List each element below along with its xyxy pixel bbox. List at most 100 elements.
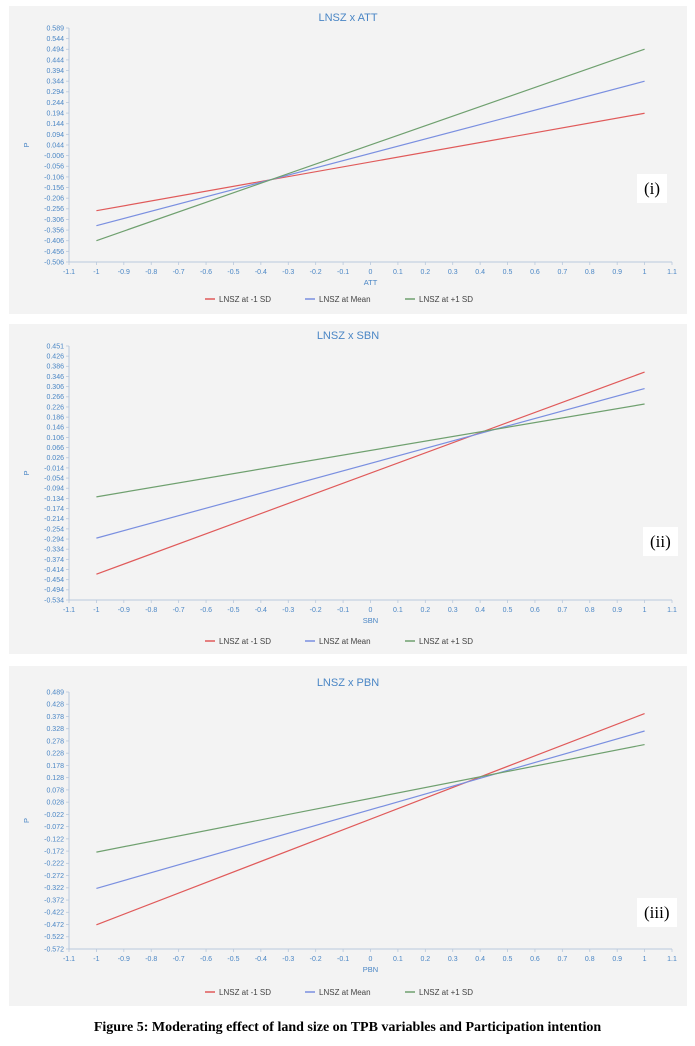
x-tick-label: -0.1 <box>337 269 349 276</box>
x-tick-label: -1.1 <box>63 269 75 276</box>
y-tick-label: -0.372 <box>44 897 64 904</box>
y-tick-label: 0.294 <box>46 89 64 96</box>
x-tick-label: -0.6 <box>200 956 212 963</box>
x-tick-label: -0.3 <box>282 269 294 276</box>
y-tick-label: -0.414 <box>44 567 64 574</box>
y-tick-label: 0.244 <box>46 100 64 107</box>
x-tick-label: 0.2 <box>420 607 430 614</box>
y-tick-label: -0.374 <box>44 557 64 564</box>
x-tick-label: -0.8 <box>145 269 157 276</box>
x-tick-label: -0.2 <box>310 956 322 963</box>
series-line-plus-1-sd <box>96 48 645 242</box>
chart-panel-pbn: LNSZ x PBN 0.489 0.428 0.378 0.328 0.278 0.228… <box>9 666 687 1006</box>
y-tick-label: 0.544 <box>46 36 64 43</box>
chart-panel-att: LNSZ x ATT 0.589 0.544 0.494 0.444 0.394 0.344… <box>9 6 687 314</box>
y-tick-label: 0.026 <box>46 455 64 462</box>
chart-title: LNSZ x PBN <box>317 677 379 689</box>
y-tick-label: 0.144 <box>46 121 64 128</box>
chart-title: LNSZ x ATT <box>318 12 377 24</box>
x-tick-label: -0.1 <box>337 956 349 963</box>
x-tick-label: -0.6 <box>200 269 212 276</box>
x-tick-label: 0.9 <box>612 269 622 276</box>
y-axis-label: P <box>22 142 31 147</box>
legend-label: LNSZ at -1 SD <box>219 295 271 304</box>
x-tick-label: -1.1 <box>63 956 75 963</box>
x-tick-label: 0.9 <box>612 607 622 614</box>
series-line-minus-1-sd <box>96 371 645 575</box>
series-line-plus-1-sd <box>96 403 645 498</box>
legend-label: LNSZ at +1 SD <box>419 637 473 646</box>
y-tick-label: 0.489 <box>46 689 64 696</box>
x-tick-label: -0.9 <box>118 956 130 963</box>
y-tick-label: -0.022 <box>44 812 64 819</box>
x-tick-label: 0.3 <box>448 956 458 963</box>
x-tick-label: -0.5 <box>227 607 239 614</box>
x-tick-label: 1 <box>643 607 647 614</box>
x-tick-label: 1.1 <box>667 269 677 276</box>
y-tick-label: -0.054 <box>44 475 64 482</box>
x-tick-label: -0.5 <box>227 269 239 276</box>
x-tick-label: 1 <box>643 269 647 276</box>
legend-item: LNSZ at +1 SD <box>405 295 473 304</box>
y-tick-label: 0.128 <box>46 775 64 782</box>
x-tick-label: 0.8 <box>585 269 595 276</box>
x-tick-label: 0.6 <box>530 956 540 963</box>
panel-tag: (ii) <box>643 527 678 556</box>
legend-item: LNSZ at Mean <box>305 988 371 997</box>
y-tick-label: -0.356 <box>44 227 64 234</box>
y-tick-label: -0.072 <box>44 824 64 831</box>
series-line-mean <box>96 387 645 539</box>
x-tick-label: 0.8 <box>585 956 595 963</box>
x-tick-label: 0.1 <box>393 607 403 614</box>
y-tick-label: 0.394 <box>46 68 64 75</box>
series-line-mean <box>96 80 645 227</box>
x-tick-label: 0.1 <box>393 956 403 963</box>
panel-tag: (i) <box>637 174 668 203</box>
x-tick-label: -0.9 <box>118 269 130 276</box>
x-tick-label: -1 <box>93 607 99 614</box>
chart-att: LNSZ x ATT 0.589 0.544 0.494 0.444 0.394 0.344… <box>22 12 677 304</box>
x-tick-label: -1 <box>93 956 99 963</box>
y-tick-label: -0.206 <box>44 196 64 203</box>
x-tick-label: 0 <box>369 956 373 963</box>
y-tick-label: -0.406 <box>44 238 64 245</box>
legend-label: LNSZ at -1 SD <box>219 988 271 997</box>
y-tick-label: -0.172 <box>44 848 64 855</box>
y-tick-label: 0.451 <box>46 343 64 350</box>
y-tick-label: -0.014 <box>44 465 64 472</box>
x-tick-label: -0.9 <box>118 607 130 614</box>
y-tick-label: 0.194 <box>46 110 64 117</box>
legend-item: LNSZ at +1 SD <box>405 637 473 646</box>
y-tick-label: 0.186 <box>46 415 64 422</box>
y-tick-label: 0.266 <box>46 394 64 401</box>
x-tick-label: -0.2 <box>310 607 322 614</box>
x-tick-label: -0.4 <box>255 269 267 276</box>
legend-label: LNSZ at Mean <box>319 295 371 304</box>
legend-label: LNSZ at Mean <box>319 637 371 646</box>
x-tick-label: -0.6 <box>200 607 212 614</box>
y-tick-label: 0.228 <box>46 751 64 758</box>
y-tick-label: -0.506 <box>44 259 64 266</box>
x-tick-label: -1.1 <box>63 607 75 614</box>
y-tick-label: 0.494 <box>46 47 64 54</box>
y-tick-label: 0.428 <box>46 702 64 709</box>
y-tick-label: 0.066 <box>46 445 64 452</box>
x-tick-label: -0.7 <box>173 956 185 963</box>
chart-title: LNSZ x SBN <box>317 330 379 342</box>
x-tick-label: -0.2 <box>310 269 322 276</box>
x-tick-label: -0.3 <box>282 607 294 614</box>
chart-pbn: LNSZ x PBN 0.489 0.428 0.378 0.328 0.278 0.228… <box>22 677 677 997</box>
y-tick-label: 0.426 <box>46 354 64 361</box>
y-tick-label: -0.122 <box>44 836 64 843</box>
x-tick-label: 0.4 <box>475 269 485 276</box>
x-tick-label: 0.2 <box>420 269 430 276</box>
series-line-minus-1-sd <box>96 112 645 212</box>
y-tick-label: -0.494 <box>44 587 64 594</box>
y-tick-label: -0.214 <box>44 516 64 523</box>
y-axis-label: P <box>22 818 31 823</box>
y-tick-label: 0.094 <box>46 132 64 139</box>
y-tick-label: 0.589 <box>46 25 64 32</box>
x-tick-label: -0.7 <box>173 607 185 614</box>
y-tick-label: 0.344 <box>46 79 64 86</box>
series-line-mean <box>96 730 645 890</box>
